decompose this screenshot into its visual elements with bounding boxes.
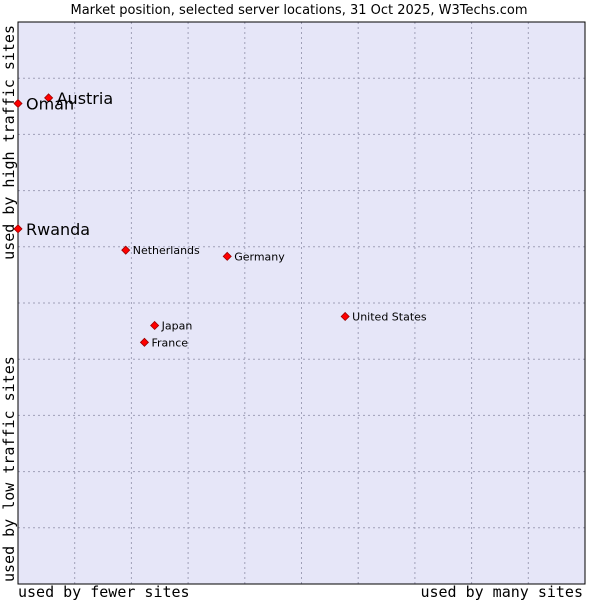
data-point-oman <box>13 98 23 109</box>
data-point-rwanda <box>13 224 23 234</box>
data-point-france <box>139 337 150 347</box>
data-point-germany <box>222 251 232 261</box>
chart-title: Market position, selected server locatio… <box>70 3 527 18</box>
data-label-oman: Oman <box>26 94 74 113</box>
y-axis-low-label: used by low traffic sites <box>0 356 18 582</box>
data-point-united-states <box>340 311 350 322</box>
data-point-austria <box>44 93 54 103</box>
data-label-rwanda: Rwanda <box>26 220 90 239</box>
data-label-united-states: United States <box>352 310 427 323</box>
data-point-netherlands <box>121 245 131 255</box>
data-label-netherlands: Netherlands <box>133 244 200 257</box>
data-point-japan <box>150 320 160 331</box>
x-axis-low-label: used by fewer sites <box>18 583 190 600</box>
data-label-france: France <box>151 336 188 349</box>
data-label-germany: Germany <box>234 250 285 263</box>
grid-lines <box>18 22 585 584</box>
x-axis-high-label: used by many sites <box>420 583 583 600</box>
data-label-japan: Japan <box>161 319 193 332</box>
plot-border <box>17 21 586 585</box>
data-label-austria: Austria <box>57 89 114 108</box>
y-axis-high-label: used by high traffic sites <box>0 25 18 260</box>
